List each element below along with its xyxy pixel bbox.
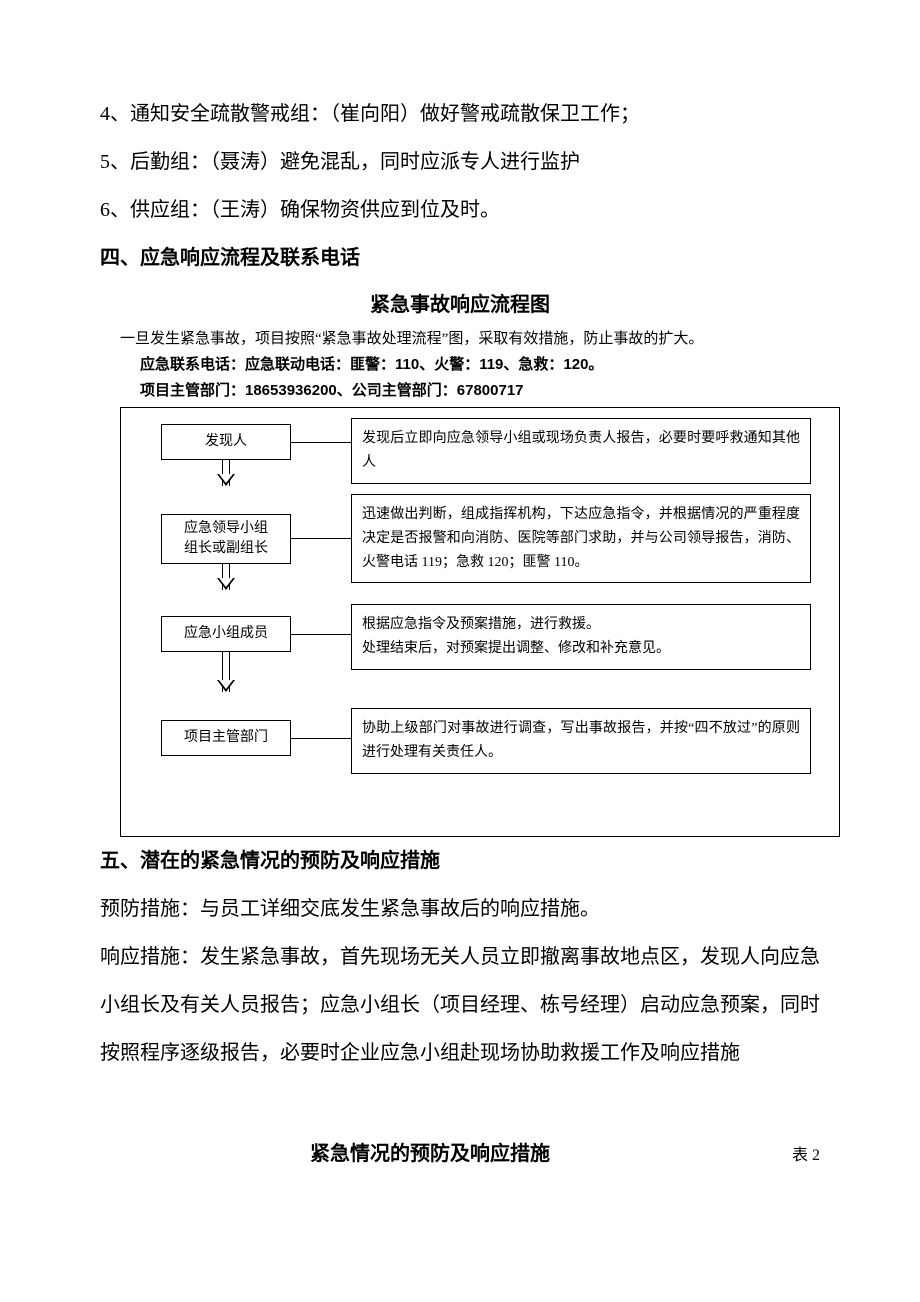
- table-2-heading-row: 紧急情况的预防及响应措施 表 2: [100, 1137, 820, 1166]
- flowchart: 发现人 发现后立即向应急领导小组或现场负责人报告，必要时要呼救通知其他人应急领导小…: [120, 407, 840, 837]
- list-item-4: 4、通知安全疏散警戒组：（崔向阳）做好警戒疏散保卫工作；: [100, 90, 820, 138]
- flow-node-right-3: 协助上级部门对事故进行调查，写出事故报告，并按“四不放过”的原则进行处理有关责任…: [351, 708, 811, 774]
- table-2-title: 紧急情况的预防及响应措施: [100, 1137, 760, 1166]
- flow-connector-0: [291, 442, 351, 443]
- section-4-title: 四、应急响应流程及联系电话: [100, 234, 820, 282]
- flowchart-intro: 一旦发生紧急事故，项目按照“紧急事故处理流程”图，采取有效措施，防止事故的扩大。: [120, 327, 820, 351]
- flow-node-left-1: 应急领导小组 组长或副组长: [161, 514, 291, 564]
- flow-connector-3: [291, 738, 351, 739]
- flow-arrow-0: [217, 460, 235, 504]
- emergency-contacts-2: 项目主管部门：18653936200、公司主管部门：67800717: [140, 379, 820, 403]
- emergency-contacts-1: 应急联系电话：应急联动电话：匪警：110、火警：119、急救：120。: [140, 353, 820, 377]
- flow-node-right-2: 根据应急指令及预案措施，进行救援。 处理结束后，对预案提出调整、修改和补充意见。: [351, 604, 811, 670]
- section-5-title: 五、潜在的紧急情况的预防及响应措施: [100, 837, 820, 885]
- flow-node-left-2: 应急小组成员: [161, 616, 291, 652]
- flow-node-right-1: 迅速做出判断，组成指挥机构，下达应急指令，并根据情况的严重程度决定是否报警和向消…: [351, 494, 811, 583]
- flow-connector-1: [291, 538, 351, 539]
- list-item-5: 5、后勤组：（聂涛）避免混乱，同时应派专人进行监护: [100, 138, 820, 186]
- list-item-6: 6、供应组：（王涛）确保物资供应到位及时。: [100, 186, 820, 234]
- flow-arrow-1: [217, 564, 235, 608]
- flow-connector-2: [291, 634, 351, 635]
- response-para: 响应措施：发生紧急事故，首先现场无关人员立即撤离事故地点区，发现人向应急小组长及…: [100, 933, 820, 1077]
- prevention-para: 预防措施：与员工详细交底发生紧急事故后的响应措施。: [100, 885, 820, 933]
- document-page: 4、通知安全疏散警戒组：（崔向阳）做好警戒疏散保卫工作； 5、后勤组：（聂涛）避…: [0, 0, 920, 1226]
- flowchart-title: 紧急事故响应流程图: [100, 288, 820, 317]
- table-2-label: 表 2: [760, 1141, 820, 1165]
- flow-node-left-0: 发现人: [161, 424, 291, 460]
- flow-arrow-2: [217, 652, 235, 710]
- flow-node-right-0: 发现后立即向应急领导小组或现场负责人报告，必要时要呼救通知其他人: [351, 418, 811, 484]
- flow-node-left-3: 项目主管部门: [161, 720, 291, 756]
